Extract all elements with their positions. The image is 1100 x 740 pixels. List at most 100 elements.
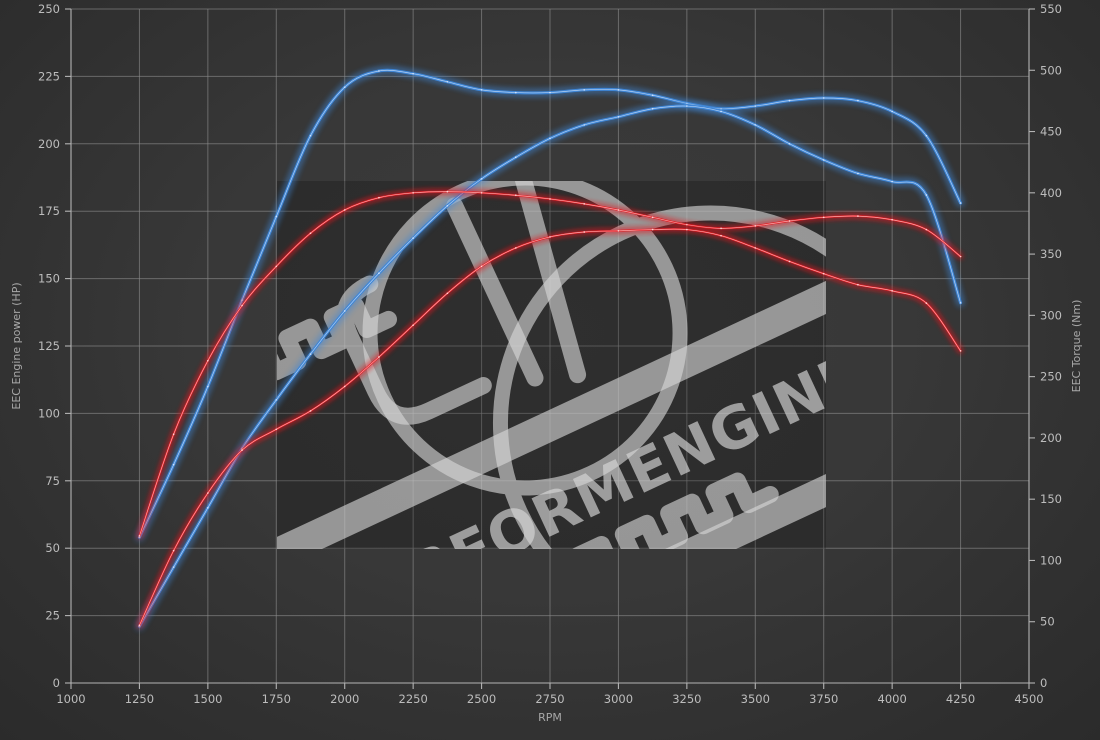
data-point xyxy=(480,265,483,268)
data-point xyxy=(412,191,414,194)
data-point xyxy=(207,359,209,362)
data-point xyxy=(822,159,825,161)
data-point xyxy=(412,72,414,75)
data-point xyxy=(651,107,654,110)
data-point xyxy=(309,353,312,355)
data-point xyxy=(275,215,278,218)
data-point xyxy=(275,399,278,401)
data-point xyxy=(891,218,893,221)
x-tick-label: 3250 xyxy=(672,692,701,706)
x-tick-label: 4000 xyxy=(878,692,907,706)
data-point xyxy=(207,506,209,509)
data-point xyxy=(583,231,586,233)
data-point xyxy=(480,89,483,91)
x-tick-label: 2500 xyxy=(467,692,496,706)
data-point xyxy=(378,272,380,275)
data-point xyxy=(959,350,962,352)
data-point xyxy=(138,624,141,627)
data-point xyxy=(514,194,517,197)
y-tick-label-left: 100 xyxy=(38,406,60,420)
data-point xyxy=(617,115,620,118)
data-point xyxy=(822,272,825,275)
data-point xyxy=(617,229,620,232)
data-point xyxy=(309,232,312,235)
data-point xyxy=(651,216,654,219)
y-tick-label-right: 350 xyxy=(1040,247,1062,261)
data-point xyxy=(309,410,312,412)
data-point xyxy=(754,124,757,126)
x-tick-label: 2000 xyxy=(330,692,359,706)
data-point xyxy=(378,70,380,72)
data-point xyxy=(583,124,586,126)
y-tick-label-left: 75 xyxy=(45,474,60,488)
data-point xyxy=(925,302,928,304)
data-point xyxy=(754,105,757,107)
data-point xyxy=(891,290,893,292)
data-point xyxy=(343,385,346,388)
data-point xyxy=(720,234,722,237)
data-point xyxy=(412,237,414,240)
data-point xyxy=(925,194,928,196)
y-tick-label-left: 200 xyxy=(38,137,60,151)
y-tick-label-right: 100 xyxy=(1040,553,1062,567)
y-tick-label-left: 0 xyxy=(53,676,60,690)
y-tick-label-right: 500 xyxy=(1040,63,1062,77)
data-point xyxy=(651,94,654,97)
x-tick-label: 3500 xyxy=(741,692,770,706)
x-tick-label: 1500 xyxy=(193,692,222,706)
data-point xyxy=(788,99,791,102)
x-axis-title: RPM xyxy=(538,711,562,724)
data-point xyxy=(959,255,962,258)
y-tick-label-right: 300 xyxy=(1040,308,1062,322)
data-point xyxy=(480,178,483,180)
data-point xyxy=(514,91,517,94)
x-tick-label: 2750 xyxy=(535,692,564,706)
y-axis-title-right: EEC Torque (Nm) xyxy=(1070,300,1083,393)
data-point xyxy=(446,190,449,193)
data-point xyxy=(754,247,757,249)
data-point xyxy=(891,180,893,183)
data-point xyxy=(172,463,175,466)
data-point xyxy=(686,105,688,107)
data-point xyxy=(446,204,449,207)
x-tick-label: 2250 xyxy=(399,692,428,706)
data-point xyxy=(891,110,893,113)
data-point xyxy=(720,227,722,230)
series-power-0 xyxy=(136,67,964,541)
data-point xyxy=(788,260,791,263)
y-tick-label-right: 0 xyxy=(1040,676,1047,690)
y-tick-label-right: 50 xyxy=(1040,615,1055,629)
data-point xyxy=(172,566,175,568)
y-tick-label-right: 250 xyxy=(1040,370,1062,384)
data-point xyxy=(241,299,243,302)
data-point xyxy=(207,492,209,494)
y-tick-label-left: 25 xyxy=(45,609,60,623)
data-point xyxy=(172,549,175,552)
y-tick-label-left: 50 xyxy=(45,541,60,555)
y-axis-title-left: EEC Engine power (HP) xyxy=(10,282,23,409)
data-point xyxy=(378,196,380,199)
data-point xyxy=(857,172,859,175)
y-tick-label-left: 150 xyxy=(38,272,60,286)
data-point xyxy=(857,99,859,102)
data-point xyxy=(480,191,483,194)
y-tick-label-right: 150 xyxy=(1040,492,1062,506)
x-tick-label: 1250 xyxy=(125,692,154,706)
data-point xyxy=(514,156,517,159)
data-point xyxy=(822,216,825,219)
y-tick-label-left: 250 xyxy=(38,2,60,16)
data-point xyxy=(925,134,928,137)
data-point xyxy=(207,385,209,388)
data-point xyxy=(378,356,380,358)
data-point xyxy=(309,134,312,137)
data-point xyxy=(549,137,551,140)
data-point xyxy=(720,110,722,113)
data-point xyxy=(788,220,791,222)
y-tick-label-left: 225 xyxy=(38,69,60,83)
data-point xyxy=(549,91,551,94)
x-tick-label: 4250 xyxy=(946,692,975,706)
series-torque-3 xyxy=(137,226,963,628)
data-point xyxy=(583,203,586,205)
y-tick-label-left: 125 xyxy=(38,339,60,353)
